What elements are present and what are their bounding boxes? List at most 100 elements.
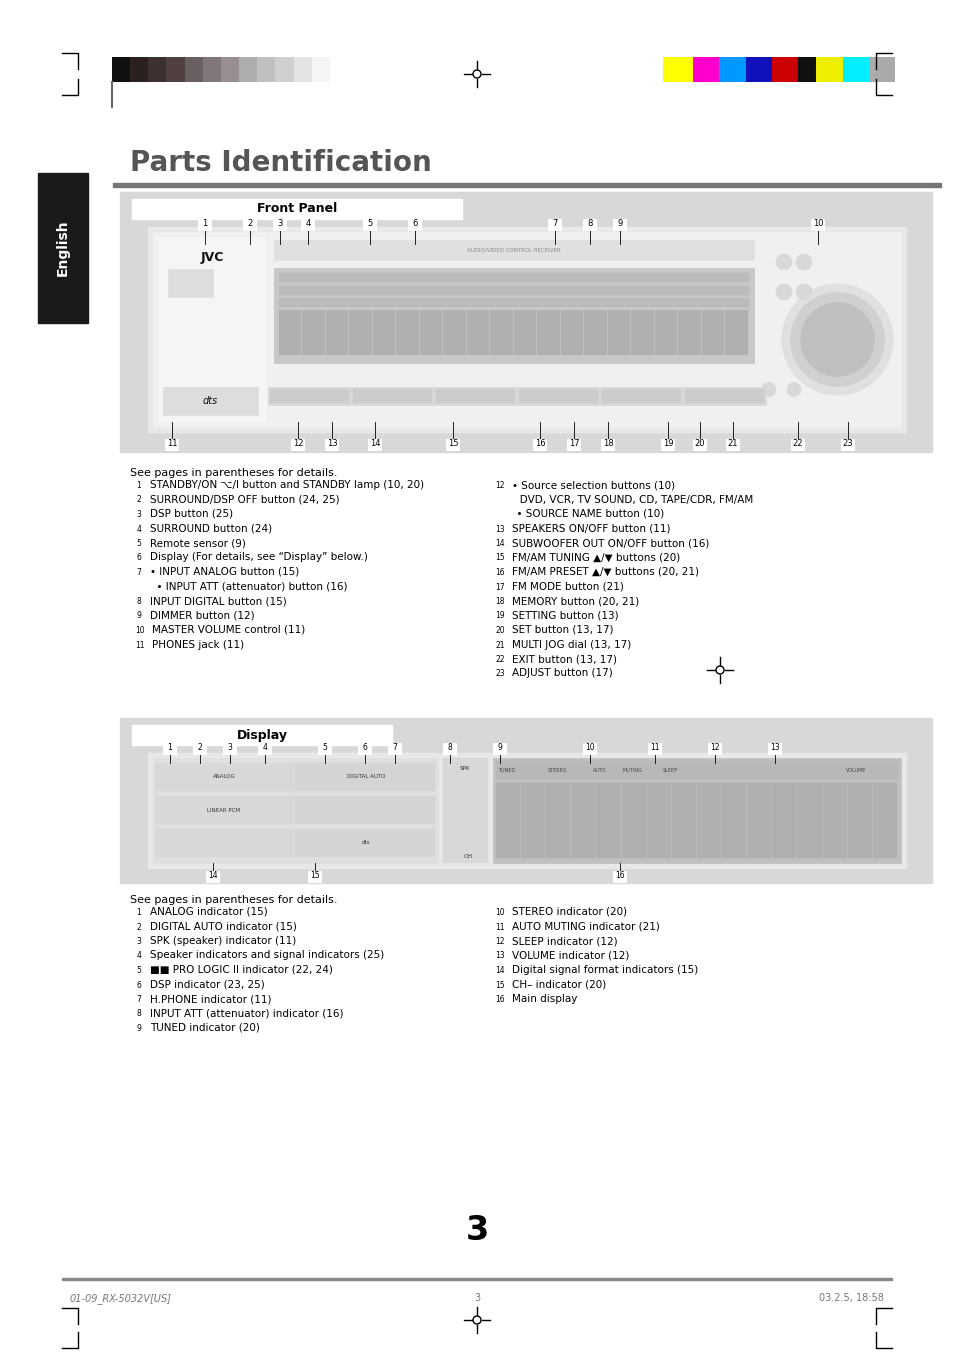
Text: JVC: JVC (200, 250, 223, 264)
Bar (601, 438, 614, 449)
Text: SURROUND/DSP OFF button (24, 25): SURROUND/DSP OFF button (24, 25) (150, 494, 339, 505)
Bar (662, 57, 693, 83)
Text: SUBWOOFER OUT ON/OFF button (16): SUBWOOFER OUT ON/OFF button (16) (512, 538, 709, 548)
Bar (368, 438, 381, 449)
Text: INPUT ATT (attenuator) indicator (16): INPUT ATT (attenuator) indicator (16) (150, 1008, 343, 1019)
Bar (154, 796, 294, 824)
Bar (388, 743, 401, 754)
Bar (132, 480, 145, 491)
Bar (301, 218, 314, 230)
Bar (496, 783, 519, 858)
Text: 4: 4 (136, 951, 141, 961)
Text: 3: 3 (136, 938, 141, 946)
Text: 01-09_RX-5032V[US]: 01-09_RX-5032V[US] (70, 1293, 172, 1304)
Text: 2: 2 (247, 219, 253, 229)
Bar (443, 743, 456, 754)
Bar (62, 1279, 891, 1280)
Text: 3: 3 (465, 1214, 488, 1246)
Bar (154, 763, 294, 792)
Text: SPK: SPK (459, 766, 470, 770)
Bar (442, 758, 488, 863)
Bar (768, 743, 781, 754)
Text: 13: 13 (769, 744, 779, 752)
Bar (607, 310, 630, 354)
Bar (275, 57, 294, 83)
Text: 2: 2 (197, 744, 202, 752)
Bar (132, 936, 145, 947)
Text: 13: 13 (326, 440, 337, 448)
Text: Front Panel: Front Panel (256, 203, 336, 215)
Bar (325, 438, 338, 449)
Text: SLEEP indicator (12): SLEEP indicator (12) (512, 936, 617, 946)
Bar (294, 763, 435, 792)
Text: DSP indicator (23, 25): DSP indicator (23, 25) (150, 980, 265, 989)
Bar (132, 907, 145, 917)
Text: Digital signal format indicators (15): Digital signal format indicators (15) (512, 965, 698, 976)
Text: 9: 9 (136, 1024, 141, 1032)
Bar (493, 524, 506, 534)
Bar (671, 783, 696, 858)
Text: 1: 1 (136, 482, 141, 490)
Bar (270, 390, 349, 403)
Bar (872, 783, 896, 858)
Bar (821, 783, 846, 858)
Text: 12: 12 (495, 482, 504, 490)
Text: 22: 22 (792, 440, 802, 448)
Bar (132, 965, 145, 976)
Text: 8: 8 (136, 597, 141, 606)
Text: 20: 20 (694, 440, 704, 448)
Text: MASTER VOLUME control (11): MASTER VOLUME control (11) (152, 625, 305, 635)
Text: MEMORY button (20, 21): MEMORY button (20, 21) (512, 597, 639, 606)
Text: 11: 11 (167, 440, 177, 448)
Bar (132, 610, 145, 621)
Text: VOLUME indicator (12): VOLUME indicator (12) (512, 951, 629, 961)
Text: 4: 4 (305, 219, 311, 229)
Bar (724, 310, 747, 354)
Text: 23: 23 (841, 440, 852, 448)
Bar (467, 310, 489, 354)
Text: 5: 5 (136, 966, 141, 976)
Text: 2: 2 (136, 923, 141, 931)
Text: SPK (speaker) indicator (11): SPK (speaker) indicator (11) (150, 936, 296, 946)
Text: DIGITAL AUTO indicator (15): DIGITAL AUTO indicator (15) (150, 921, 296, 931)
Bar (206, 870, 219, 882)
Text: ADJUST button (17): ADJUST button (17) (512, 668, 612, 678)
Text: 03.2.5, 18:58: 03.2.5, 18:58 (819, 1293, 883, 1303)
Text: 19: 19 (662, 440, 673, 448)
Text: 3: 3 (136, 510, 141, 520)
Bar (771, 57, 797, 83)
Bar (292, 438, 304, 449)
Bar (841, 57, 868, 83)
Text: 4: 4 (136, 525, 141, 533)
Bar (655, 310, 677, 354)
Bar (601, 390, 680, 403)
Bar (772, 783, 796, 858)
Bar (546, 783, 570, 858)
Text: 5: 5 (322, 744, 327, 752)
Bar (493, 640, 506, 651)
Text: 5: 5 (136, 538, 141, 548)
Bar (493, 610, 506, 621)
Bar (294, 57, 312, 83)
Bar (239, 57, 257, 83)
Bar (132, 640, 147, 651)
Bar (326, 310, 348, 354)
Bar (567, 438, 579, 449)
Text: H.PHONE indicator (11): H.PHONE indicator (11) (150, 994, 272, 1004)
Bar (841, 438, 854, 449)
Text: English: English (56, 219, 70, 276)
Bar (373, 310, 395, 354)
Bar (493, 951, 506, 962)
Bar (443, 310, 465, 354)
Bar (132, 951, 145, 962)
Bar (816, 57, 841, 83)
Text: 1: 1 (136, 908, 141, 917)
Bar (363, 218, 376, 230)
Text: SLEEP: SLEEP (662, 767, 678, 773)
Bar (493, 668, 506, 679)
Bar (154, 829, 294, 856)
Bar (38, 173, 88, 323)
Text: 16: 16 (615, 871, 624, 881)
Bar (163, 387, 257, 415)
Text: 3: 3 (228, 744, 233, 752)
